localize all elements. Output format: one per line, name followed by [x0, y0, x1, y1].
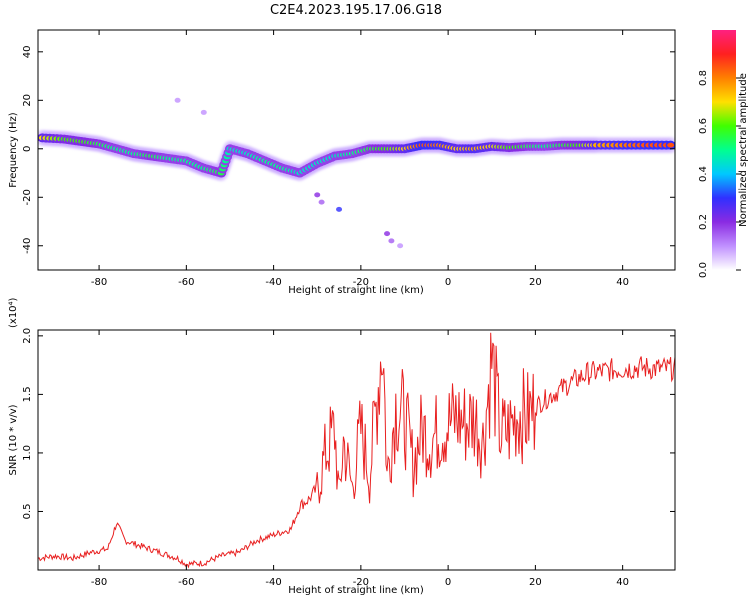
x-tick-label: 20 — [529, 277, 542, 288]
colorbar: 0.0 0.2 0.4 0.6 0.8 Normalized spectral ampl… — [698, 30, 749, 278]
x-tick-label: 40 — [616, 577, 629, 588]
y-tick-label: 20 — [22, 94, 33, 107]
spectrogram-scatter-cell — [336, 206, 343, 212]
spectrogram-scatter-cell — [397, 243, 404, 249]
colorbar-tick-label: 0.6 — [698, 118, 709, 134]
spectrogram-scatter-cell — [174, 97, 181, 103]
spectrogram-marks — [38, 97, 675, 249]
x-tick-label: -40 — [265, 577, 281, 588]
snr-panel: -80 -60 -40 -20 0 20 40 0.5 1.0 1.5 2.0 Height of… — [8, 297, 676, 596]
colorbar-label: Normalized spectral amplitude — [738, 73, 749, 227]
spectrogram-y-ticks: -40 -20 0 20 40 — [22, 45, 675, 254]
colorbar-ticks: 0.0 0.2 0.4 0.6 0.8 — [698, 70, 741, 278]
y-tick-label: 0 — [22, 146, 33, 152]
spectrogram-scatter-cell — [384, 231, 391, 237]
x-tick-label: 40 — [616, 277, 629, 288]
x-tick-label: 0 — [445, 577, 451, 588]
snr-marks — [38, 332, 675, 569]
spectrogram-frame — [37, 29, 676, 271]
snr-frame — [37, 329, 676, 571]
x-tick-label: 20 — [529, 577, 542, 588]
chart-title: C2E4.2023.195.17.06.G18 — [270, 3, 442, 18]
spectrogram-scatter-cell — [388, 238, 395, 244]
spectrogram-panel: -80 -60 -40 -20 0 20 40 -40 -20 0 20 40 Height of … — [8, 29, 676, 296]
snr-y-label: SNR (10 * v/v) — [8, 404, 19, 475]
snr-series-line — [38, 332, 675, 569]
x-tick-label: 0 — [445, 277, 451, 288]
snr-x-label: Height of straight line (km) — [288, 585, 424, 596]
y-tick-label: -40 — [22, 238, 33, 254]
x-tick-label: -80 — [91, 577, 107, 588]
x-tick-label: -80 — [91, 277, 107, 288]
x-tick-label: -60 — [178, 277, 194, 288]
colorbar-bar — [712, 30, 736, 270]
x-tick-label: -20 — [353, 277, 369, 288]
spectrogram-scatter-cell — [314, 192, 321, 198]
y-tick-label: -20 — [22, 189, 33, 205]
spectrogram-scatter-cell — [318, 199, 325, 205]
colorbar-tick-label: 0.8 — [698, 70, 709, 86]
spectrogram-scatter-cell — [200, 109, 207, 115]
y-tick-label: 2.0 — [22, 328, 33, 344]
y-tick-label: 1.5 — [22, 386, 33, 402]
y-tick-label: 1.0 — [22, 445, 33, 461]
snr-x-ticks: -80 -60 -40 -20 0 20 40 — [91, 330, 629, 588]
x-tick-label: -60 — [178, 577, 194, 588]
spectrogram-x-ticks: -80 -60 -40 -20 0 20 40 — [91, 30, 629, 288]
snr-y-ticks: 0.5 1.0 1.5 2.0 — [22, 328, 675, 520]
colorbar-tick-label: 0.2 — [698, 214, 709, 230]
x-tick-label: -20 — [353, 577, 369, 588]
y-tick-label: 0.5 — [22, 504, 33, 520]
spectrogram-y-label: Frequency (Hz) — [8, 112, 19, 188]
colorbar-tick-label: 0.0 — [698, 262, 709, 278]
x-tick-label: -40 — [265, 277, 281, 288]
snr-y-multiplier: (x10⁴) — [8, 297, 19, 328]
spectrogram-peak-cell — [667, 142, 675, 148]
spectrogram-x-label: Height of straight line (km) — [288, 285, 424, 296]
colorbar-tick-label: 0.4 — [698, 166, 709, 182]
y-tick-label: 40 — [22, 45, 33, 58]
